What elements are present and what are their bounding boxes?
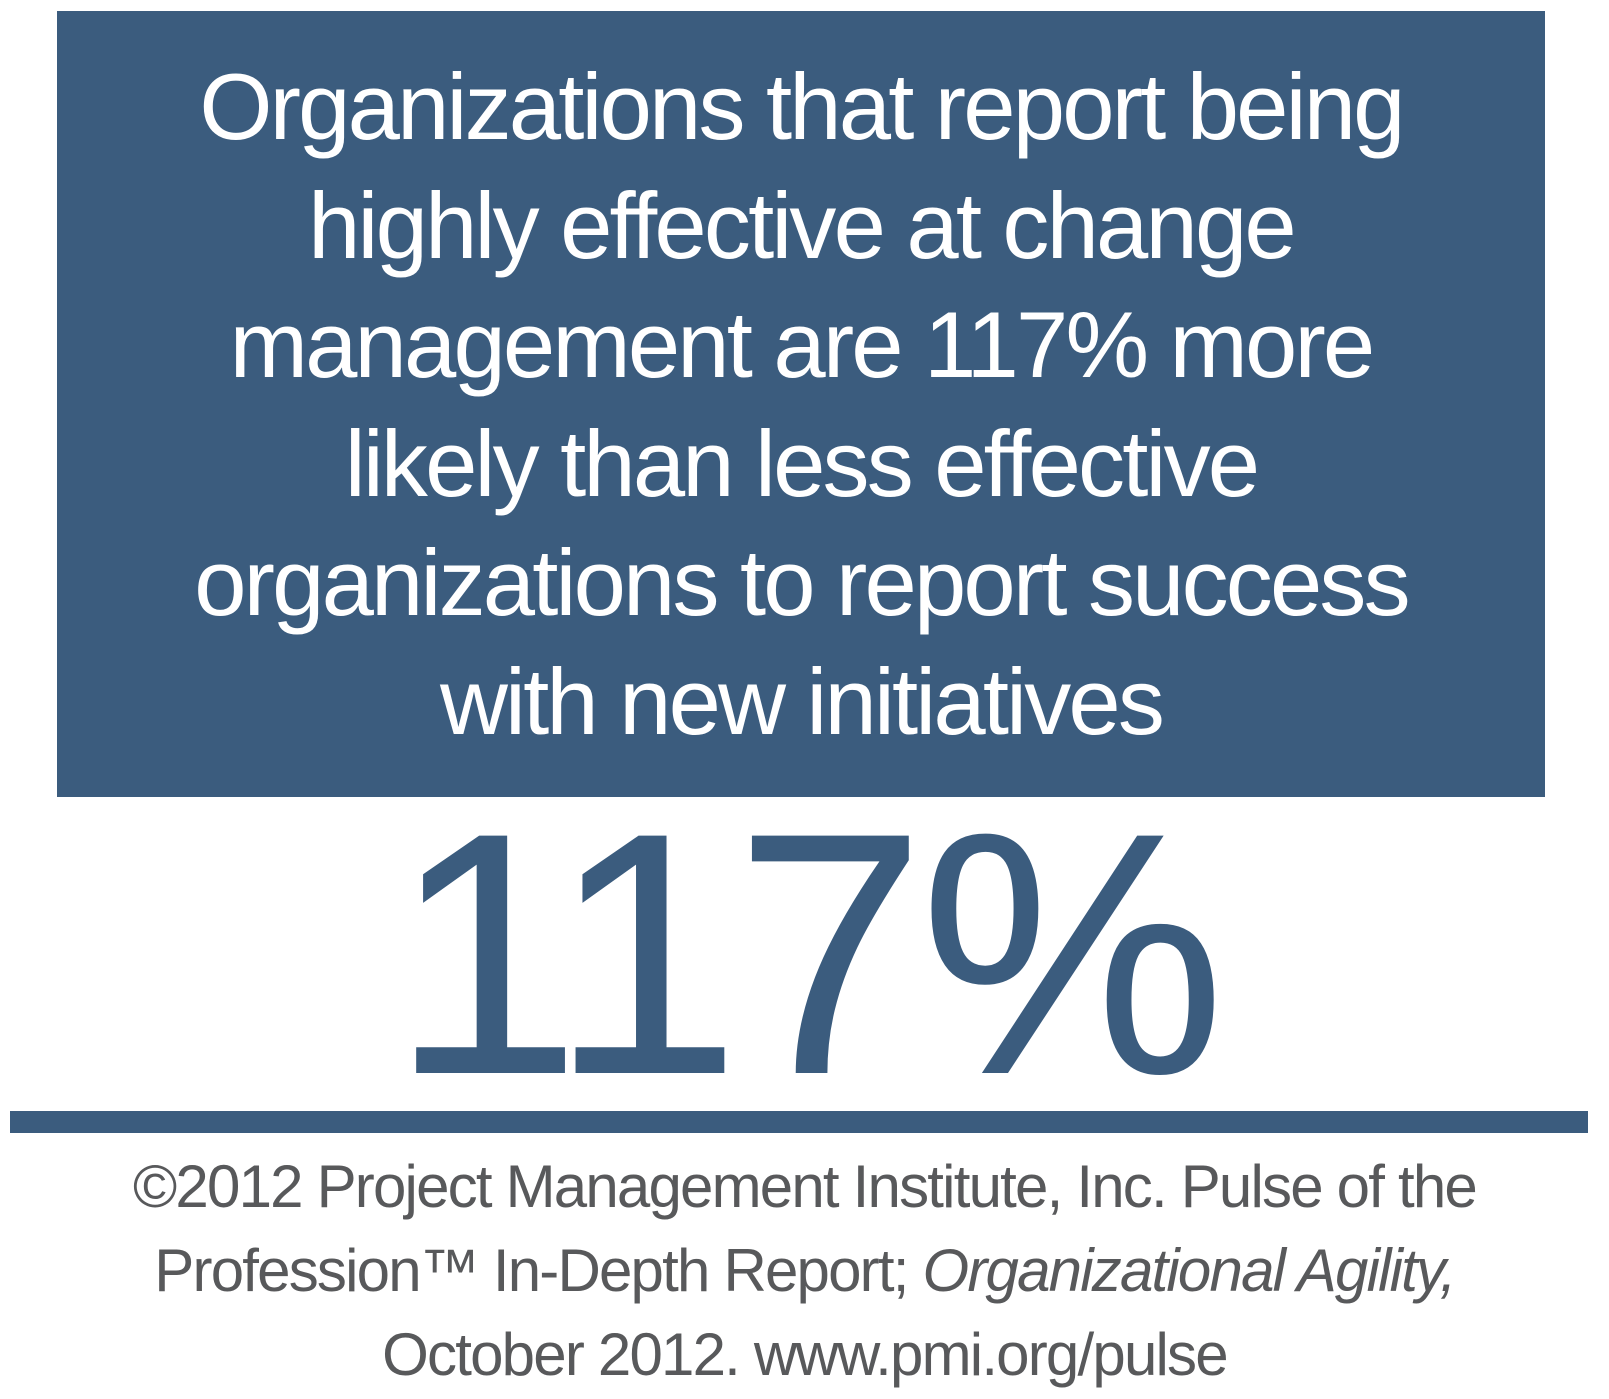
quote-line: management are 117% more xyxy=(229,292,1376,397)
quote-panel: Organizations that report being highly e… xyxy=(57,11,1545,797)
citation-line-3: October 2012. www.pmi.org/pulse xyxy=(382,1321,1228,1388)
quote-line: with new initiatives xyxy=(439,649,1165,754)
statistic-container: 117% xyxy=(0,782,1609,1127)
quote-line: highly effective at change xyxy=(308,173,1297,278)
quote-line: organizations to report success xyxy=(194,530,1410,635)
citation-line-2: Profession™ In-Depth Report; Organizatio… xyxy=(0,1229,1609,1313)
quote-line: likely than less effective xyxy=(344,411,1260,516)
citation-footer: ©2012 Project Management Institute, Inc.… xyxy=(0,1133,1609,1397)
statistic-value: 117% xyxy=(389,761,1226,1147)
citation-line-1: ©2012 Project Management Institute, Inc.… xyxy=(133,1153,1478,1220)
citation-report-title: Organizational Agility, xyxy=(922,1237,1456,1304)
divider-rule xyxy=(10,1111,1588,1133)
citation-line-2-normal: Profession™ In-Depth Report; xyxy=(154,1237,923,1304)
quote-line: Organizations that report being xyxy=(199,54,1405,159)
